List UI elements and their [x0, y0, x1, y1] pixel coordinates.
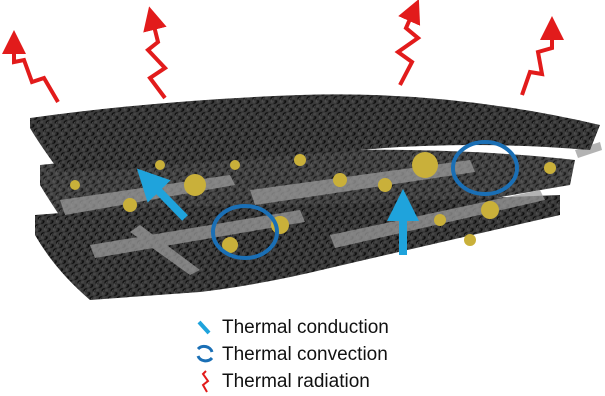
- graphene-stack: [30, 94, 602, 300]
- illustration: Thermal conduction Thermal convection Th…: [0, 0, 605, 396]
- legend: Thermal conduction Thermal convection Th…: [198, 317, 389, 392]
- legend-label: Thermal convection: [222, 344, 388, 365]
- legend-label: Thermal conduction: [222, 317, 389, 338]
- radiation-arrows: [14, 10, 552, 102]
- legend-icon: [198, 346, 212, 360]
- page: Thermal conduction Thermal convection Th…: [0, 0, 605, 396]
- legend-icon: [199, 322, 209, 333]
- legend-icon: [203, 371, 208, 392]
- legend-label: Thermal radiation: [222, 371, 370, 392]
